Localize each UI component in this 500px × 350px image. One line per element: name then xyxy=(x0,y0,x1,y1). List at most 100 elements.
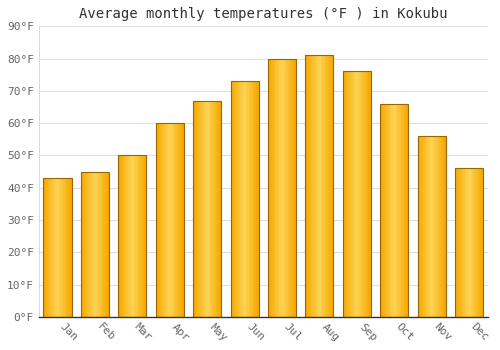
Bar xyxy=(220,100,221,317)
Bar xyxy=(294,58,296,317)
Bar xyxy=(216,100,217,317)
Bar xyxy=(254,81,256,317)
Bar xyxy=(420,136,422,317)
Bar xyxy=(162,123,164,317)
Bar xyxy=(347,71,348,317)
Bar xyxy=(243,81,244,317)
Bar xyxy=(320,55,321,317)
Bar xyxy=(470,168,472,317)
Bar xyxy=(330,55,332,317)
Bar xyxy=(193,100,221,317)
Bar xyxy=(234,81,235,317)
Bar xyxy=(81,172,82,317)
Bar xyxy=(351,71,352,317)
Bar xyxy=(257,81,258,317)
Bar xyxy=(397,104,398,317)
Bar xyxy=(469,168,470,317)
Bar xyxy=(92,172,94,317)
Bar xyxy=(316,55,318,317)
Bar xyxy=(307,55,308,317)
Bar xyxy=(285,58,286,317)
Bar xyxy=(455,168,456,317)
Bar xyxy=(311,55,312,317)
Bar xyxy=(102,172,104,317)
Bar xyxy=(194,100,196,317)
Bar xyxy=(170,123,171,317)
Bar xyxy=(217,100,218,317)
Bar xyxy=(144,155,145,317)
Bar xyxy=(250,81,252,317)
Bar xyxy=(171,123,172,317)
Bar xyxy=(88,172,90,317)
Bar xyxy=(270,58,271,317)
Bar xyxy=(402,104,404,317)
Bar xyxy=(130,155,131,317)
Bar xyxy=(464,168,465,317)
Bar xyxy=(199,100,200,317)
Bar xyxy=(388,104,390,317)
Bar xyxy=(105,172,106,317)
Bar xyxy=(240,81,242,317)
Bar xyxy=(182,123,184,317)
Bar xyxy=(465,168,466,317)
Bar xyxy=(466,168,468,317)
Bar xyxy=(138,155,140,317)
Bar xyxy=(239,81,240,317)
Bar xyxy=(86,172,88,317)
Bar xyxy=(100,172,102,317)
Bar xyxy=(293,58,294,317)
Bar xyxy=(462,168,464,317)
Bar xyxy=(455,168,483,317)
Bar xyxy=(306,55,334,317)
Bar xyxy=(315,55,316,317)
Bar xyxy=(268,58,270,317)
Bar xyxy=(121,155,122,317)
Bar xyxy=(204,100,206,317)
Bar xyxy=(198,100,199,317)
Bar xyxy=(135,155,136,317)
Bar xyxy=(60,178,62,317)
Bar xyxy=(434,136,436,317)
Bar xyxy=(54,178,56,317)
Bar xyxy=(322,55,324,317)
Bar xyxy=(380,104,408,317)
Bar xyxy=(290,58,292,317)
Bar xyxy=(193,100,194,317)
Bar xyxy=(134,155,135,317)
Bar xyxy=(422,136,424,317)
Bar xyxy=(128,155,130,317)
Bar xyxy=(52,178,54,317)
Bar xyxy=(167,123,168,317)
Bar xyxy=(120,155,121,317)
Bar xyxy=(44,178,45,317)
Bar xyxy=(45,178,46,317)
Bar xyxy=(212,100,213,317)
Bar xyxy=(82,172,84,317)
Bar xyxy=(348,71,350,317)
Bar xyxy=(94,172,95,317)
Bar xyxy=(432,136,433,317)
Bar xyxy=(382,104,383,317)
Bar xyxy=(440,136,442,317)
Bar xyxy=(271,58,272,317)
Bar xyxy=(407,104,408,317)
Bar xyxy=(314,55,315,317)
Bar xyxy=(346,71,347,317)
Bar xyxy=(207,100,208,317)
Bar xyxy=(46,178,48,317)
Bar xyxy=(176,123,177,317)
Bar xyxy=(208,100,210,317)
Bar xyxy=(478,168,479,317)
Bar xyxy=(160,123,162,317)
Bar xyxy=(96,172,98,317)
Bar xyxy=(357,71,358,317)
Bar xyxy=(56,178,58,317)
Bar xyxy=(418,136,419,317)
Bar xyxy=(200,100,202,317)
Bar xyxy=(235,81,236,317)
Bar xyxy=(81,172,109,317)
Bar xyxy=(276,58,278,317)
Bar xyxy=(90,172,92,317)
Bar xyxy=(48,178,49,317)
Bar xyxy=(418,136,446,317)
